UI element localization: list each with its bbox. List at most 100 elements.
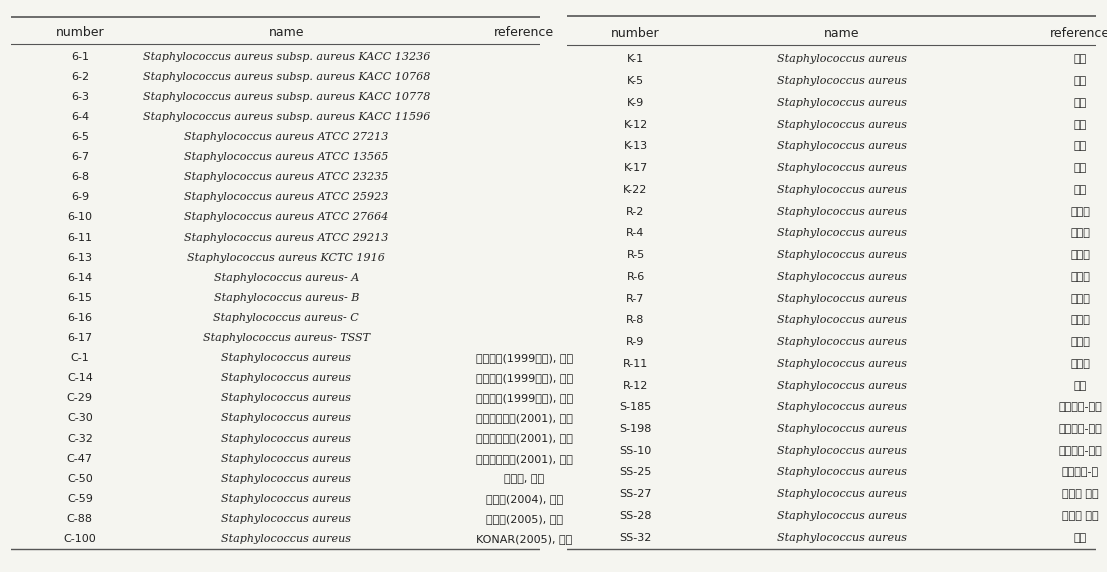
Text: Staphylococcus aureus: Staphylococcus aureus — [777, 206, 907, 217]
Text: 구루고대병원(2001), 사람: 구루고대병원(2001), 사람 — [476, 434, 572, 443]
Text: 노름: 노름 — [1074, 533, 1087, 543]
Text: Staphylococcus aureus subsp. aureus KACC 13236: Staphylococcus aureus subsp. aureus KACC… — [143, 51, 430, 62]
Text: 구루고대병원(2001), 사람: 구루고대병원(2001), 사람 — [476, 414, 572, 423]
Text: Staphylococcus aureus: Staphylococcus aureus — [777, 228, 907, 239]
Text: C-100: C-100 — [63, 534, 96, 544]
Text: Staphylococcus aureus- TSST: Staphylococcus aureus- TSST — [203, 333, 370, 343]
Text: K-13: K-13 — [623, 141, 648, 152]
Text: 경록대(2004), 사람: 경록대(2004), 사람 — [486, 494, 563, 504]
Text: Staphylococcus aureus: Staphylococcus aureus — [777, 467, 907, 478]
Text: Staphylococcus aureus: Staphylococcus aureus — [777, 402, 907, 412]
Text: S-185: S-185 — [620, 402, 652, 412]
Text: K-22: K-22 — [623, 185, 648, 195]
Text: Staphylococcus aureus- A: Staphylococcus aureus- A — [214, 273, 359, 283]
Text: C-88: C-88 — [66, 514, 93, 524]
Text: 아산준악(1999이전), 사람: 아산준악(1999이전), 사람 — [476, 394, 573, 403]
Text: 6-13: 6-13 — [68, 253, 92, 263]
Text: Staphylococcus aureus: Staphylococcus aureus — [221, 514, 351, 524]
Text: Staphylococcus aureus: Staphylococcus aureus — [777, 76, 907, 86]
Text: Staphylococcus aureus: Staphylococcus aureus — [777, 511, 907, 521]
Text: 갓잎놊가-장갑: 갓잎놊가-장갑 — [1058, 424, 1101, 434]
Text: 6-1: 6-1 — [71, 51, 89, 62]
Text: 새지스: 새지스 — [1070, 250, 1090, 260]
Text: K-1: K-1 — [627, 54, 644, 65]
Text: 6-17: 6-17 — [68, 333, 92, 343]
Text: C-59: C-59 — [66, 494, 93, 504]
Text: 사람: 사람 — [1074, 120, 1087, 130]
Text: 6-15: 6-15 — [68, 293, 92, 303]
Text: Staphylococcus aureus ATCC 13565: Staphylococcus aureus ATCC 13565 — [184, 152, 389, 162]
Text: 새지스: 새지스 — [1070, 206, 1090, 217]
Text: Staphylococcus aureus: Staphylococcus aureus — [777, 533, 907, 543]
Text: Staphylococcus aureus: Staphylococcus aureus — [777, 54, 907, 65]
Text: Staphylococcus aureus: Staphylococcus aureus — [777, 380, 907, 391]
Text: 포장토 갓잎: 포장토 갓잎 — [1062, 511, 1098, 521]
Text: SS-27: SS-27 — [619, 489, 652, 499]
Text: R-11: R-11 — [623, 359, 649, 369]
Text: Staphylococcus aureus: Staphylococcus aureus — [777, 98, 907, 108]
Text: Staphylococcus aureus subsp. aureus KACC 10768: Staphylococcus aureus subsp. aureus KACC… — [143, 72, 430, 82]
Text: R-4: R-4 — [627, 228, 644, 239]
Text: 6-8: 6-8 — [71, 172, 89, 182]
Text: R-2: R-2 — [627, 206, 644, 217]
Text: Staphylococcus aureus: Staphylococcus aureus — [221, 454, 351, 464]
Text: Staphylococcus aureus ATCC 29213: Staphylococcus aureus ATCC 29213 — [184, 233, 389, 243]
Text: C-14: C-14 — [66, 373, 93, 383]
Text: Staphylococcus aureus: Staphylococcus aureus — [777, 185, 907, 195]
Text: Staphylococcus aureus: Staphylococcus aureus — [221, 494, 351, 504]
Text: Staphylococcus aureus: Staphylococcus aureus — [221, 474, 351, 484]
Text: 사람: 사람 — [1074, 98, 1087, 108]
Text: 6-16: 6-16 — [68, 313, 92, 323]
Text: Staphylococcus aureus: Staphylococcus aureus — [777, 359, 907, 369]
Text: Staphylococcus aureus: Staphylococcus aureus — [221, 534, 351, 544]
Text: Staphylococcus aureus ATCC 23235: Staphylococcus aureus ATCC 23235 — [184, 172, 389, 182]
Text: R-12: R-12 — [623, 380, 649, 391]
Text: Staphylococcus aureus: Staphylococcus aureus — [777, 315, 907, 325]
Text: number: number — [611, 27, 660, 40]
Text: 6-7: 6-7 — [71, 152, 89, 162]
Text: Staphylococcus aureus: Staphylococcus aureus — [777, 293, 907, 304]
Text: Staphylococcus aureus subsp. aureus KACC 11596: Staphylococcus aureus subsp. aureus KACC… — [143, 112, 430, 122]
Text: K-12: K-12 — [623, 120, 648, 130]
Text: 새지스: 새지스 — [1070, 359, 1090, 369]
Text: SS-32: SS-32 — [619, 533, 652, 543]
Text: 새지스: 새지스 — [1070, 315, 1090, 325]
Text: 갓잎놊가-장갑: 갓잎놊가-장갑 — [1058, 402, 1101, 412]
Text: 6-10: 6-10 — [68, 212, 92, 223]
Text: R-8: R-8 — [627, 315, 644, 325]
Text: 아산준악(1999이전), 사람: 아산준악(1999이전), 사람 — [476, 373, 573, 383]
Text: Staphylococcus aureus: Staphylococcus aureus — [777, 163, 907, 173]
Text: K-5: K-5 — [627, 76, 644, 86]
Text: SS-25: SS-25 — [619, 467, 652, 478]
Text: Staphylococcus aureus: Staphylococcus aureus — [777, 337, 907, 347]
Text: 사람: 사람 — [1074, 76, 1087, 86]
Text: Staphylococcus aureus: Staphylococcus aureus — [221, 353, 351, 363]
Text: number: number — [55, 26, 104, 39]
Text: Staphylococcus aureus: Staphylococcus aureus — [777, 446, 907, 456]
Text: SS-10: SS-10 — [620, 446, 652, 456]
Text: 새지스: 새지스 — [1070, 272, 1090, 282]
Text: name: name — [825, 27, 860, 40]
Text: Staphylococcus aureus- C: Staphylococcus aureus- C — [214, 313, 359, 323]
Text: R-9: R-9 — [627, 337, 644, 347]
Text: name: name — [269, 26, 304, 39]
Text: reference: reference — [1051, 27, 1107, 40]
Text: 6-11: 6-11 — [68, 233, 92, 243]
Text: S-198: S-198 — [619, 424, 652, 434]
Text: Staphylococcus aureus KCTC 1916: Staphylococcus aureus KCTC 1916 — [187, 253, 385, 263]
Text: C-1: C-1 — [71, 353, 90, 363]
Text: reference: reference — [495, 26, 555, 39]
Text: C-30: C-30 — [68, 414, 93, 423]
Text: 6-3: 6-3 — [71, 92, 89, 102]
Text: 구루고대병원(2001), 사람: 구루고대병원(2001), 사람 — [476, 454, 572, 464]
Text: 포장토 갓잎: 포장토 갓잎 — [1062, 489, 1098, 499]
Text: Staphylococcus aureus: Staphylococcus aureus — [777, 489, 907, 499]
Text: Staphylococcus aureus: Staphylococcus aureus — [221, 373, 351, 383]
Text: 땅력: 땅력 — [1074, 380, 1087, 391]
Text: 6-14: 6-14 — [68, 273, 92, 283]
Text: 김밥: 김밥 — [1074, 141, 1087, 152]
Text: Staphylococcus aureus ATCC 27664: Staphylococcus aureus ATCC 27664 — [184, 212, 389, 223]
Text: K-17: K-17 — [623, 163, 648, 173]
Text: Staphylococcus aureus: Staphylococcus aureus — [777, 120, 907, 130]
Text: 갓잎놊가-스: 갓잎놊가-스 — [1062, 467, 1098, 478]
